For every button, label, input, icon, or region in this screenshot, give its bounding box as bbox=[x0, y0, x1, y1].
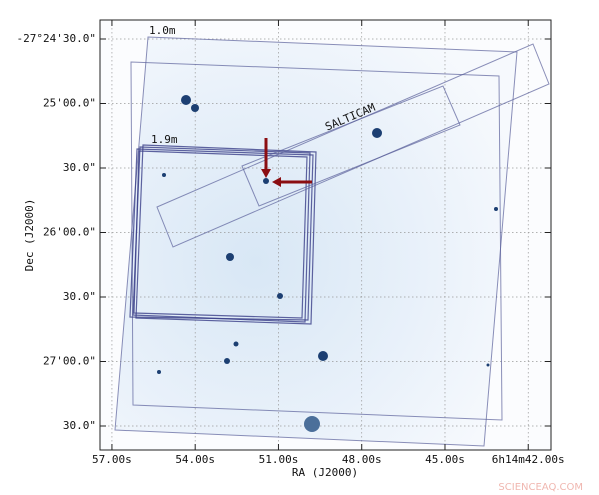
y-tick-label: 26'00.0" bbox=[43, 225, 96, 238]
arrows bbox=[261, 138, 312, 187]
star bbox=[224, 358, 230, 364]
x-tick-label: 57.00s bbox=[92, 453, 132, 466]
star bbox=[157, 370, 161, 374]
y-tick-label: 25'00.0" bbox=[43, 97, 96, 110]
stars bbox=[157, 95, 498, 432]
arrow-head bbox=[261, 169, 271, 178]
star bbox=[233, 341, 239, 347]
annotation: 1.9m bbox=[151, 133, 178, 146]
footprint-1.9m bbox=[135, 144, 317, 325]
arrow-head bbox=[272, 177, 281, 187]
y-tick-label: 27'00.0" bbox=[43, 354, 96, 367]
y-tick-label: 30.0" bbox=[63, 290, 96, 303]
footprint-salticam bbox=[241, 85, 461, 207]
grid bbox=[100, 20, 551, 450]
y-tick-label: -27°24'30.0" bbox=[17, 32, 96, 45]
x-tick-label: 6h14m42.00s bbox=[492, 453, 565, 466]
footprint-1.9m bbox=[129, 148, 314, 321]
star bbox=[486, 363, 490, 367]
star bbox=[226, 253, 234, 261]
image-field bbox=[115, 37, 517, 446]
star bbox=[372, 128, 382, 138]
star bbox=[304, 416, 320, 432]
watermark: SCIENCEAQ.COM bbox=[498, 482, 583, 493]
star bbox=[162, 173, 166, 177]
x-tick-label: 48.00s bbox=[342, 453, 382, 466]
x-tick-label: 54.00s bbox=[175, 453, 215, 466]
x-tick-label: 51.00s bbox=[259, 453, 299, 466]
star bbox=[277, 293, 283, 299]
y-tick-label: 30.0" bbox=[63, 161, 96, 174]
footprint-1.9m bbox=[133, 150, 308, 319]
star bbox=[191, 104, 199, 112]
annotation: 1.0m bbox=[149, 24, 176, 37]
x-tick-label: 45.00s bbox=[425, 453, 465, 466]
star bbox=[318, 351, 328, 361]
y-tick-label: 30.0" bbox=[63, 419, 96, 432]
footprint-1m bbox=[130, 61, 503, 421]
x-axis-label: RA (J2000) bbox=[292, 466, 358, 479]
plot-frame bbox=[99, 19, 552, 451]
star bbox=[263, 178, 269, 184]
footprint-1m bbox=[114, 36, 518, 447]
y-axis-label: Dec (J2000) bbox=[23, 199, 36, 272]
footprints bbox=[114, 36, 550, 447]
footprint-salticam bbox=[156, 43, 550, 248]
star bbox=[494, 207, 498, 211]
star bbox=[181, 95, 191, 105]
